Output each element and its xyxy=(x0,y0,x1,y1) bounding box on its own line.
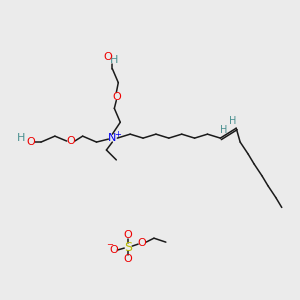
Text: O: O xyxy=(112,92,121,101)
Text: O: O xyxy=(138,238,146,248)
Text: N: N xyxy=(108,133,116,143)
Text: O: O xyxy=(103,52,112,62)
Text: +: + xyxy=(114,130,121,139)
Text: H: H xyxy=(17,133,26,143)
Text: H: H xyxy=(229,116,236,126)
Text: −: − xyxy=(106,241,113,250)
Text: S: S xyxy=(124,241,132,254)
Text: O: O xyxy=(124,230,133,240)
Text: O: O xyxy=(124,254,133,264)
Text: H: H xyxy=(220,125,227,135)
Text: O: O xyxy=(109,245,118,255)
Text: H: H xyxy=(110,55,118,65)
Text: O: O xyxy=(66,136,75,146)
Text: O: O xyxy=(27,137,35,147)
